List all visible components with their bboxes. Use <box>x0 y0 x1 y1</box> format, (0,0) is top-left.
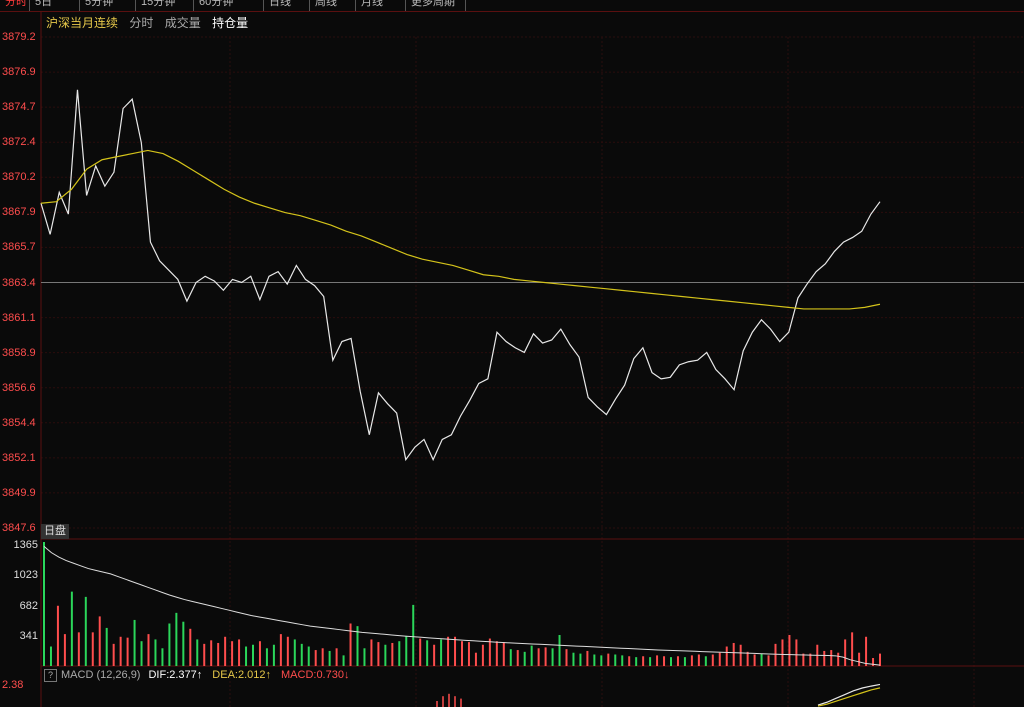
price-tick-label: 3867.9 <box>2 206 36 219</box>
contract-name[interactable]: 沪深当月连续 <box>46 16 119 30</box>
price-tick-label: 3852.1 <box>2 451 36 464</box>
price-tick-label: 3870.2 <box>2 171 36 184</box>
tab-5min[interactable]: 5分钟 <box>80 0 136 11</box>
volume-tick-label: 1023 <box>13 569 38 582</box>
price-tick-label: 3849.9 <box>2 486 36 499</box>
tab-intraday[interactable]: 分时 <box>0 0 30 11</box>
macd-dea: DEA:2.012↑ <box>212 669 271 681</box>
price-tick-label: 3863.4 <box>2 276 36 289</box>
price-tick-label: 3858.9 <box>2 346 36 359</box>
tab-more-periods[interactable]: 更多周期 <box>406 0 466 11</box>
price-tick-label: 3876.9 <box>2 66 36 79</box>
submenu-open-interest[interactable]: 持仓量 <box>212 16 249 30</box>
macd-header: ? MACD (12,26,9) DIF:2.377↑ DEA:2.012↑ MACD:… <box>44 668 349 682</box>
macd-axis-top: 2.38 <box>2 679 24 691</box>
tab-monthly[interactable]: 月线 <box>356 0 406 11</box>
submenu-intraday[interactable]: 分时 <box>129 16 154 30</box>
tab-5day[interactable]: 5日 <box>30 0 80 11</box>
average-price-line <box>40 149 881 310</box>
volume-tick-label: 682 <box>19 599 38 612</box>
chart-submenu: 沪深当月连续 分时 成交量 持仓量 <box>46 15 256 31</box>
price-tick-label: 3874.7 <box>2 101 36 114</box>
price-tick-label: 3854.4 <box>2 416 36 429</box>
tab-daily[interactable]: 日线 <box>264 0 310 11</box>
macd-value: MACD:0.730↓ <box>281 669 350 681</box>
macd-dea-line <box>817 687 881 707</box>
macd-name[interactable]: MACD (12,26,9) <box>61 669 141 681</box>
volume-tick-label: 341 <box>19 629 38 642</box>
price-tick-label: 3879.2 <box>2 31 36 43</box>
tab-60min[interactable]: 60分钟 <box>194 0 264 11</box>
macd-dif: DIF:2.377↑ <box>148 669 203 681</box>
volume-average-line <box>43 546 881 666</box>
session-label: 日盘 <box>41 524 69 539</box>
price-tick-label: 3847.6 <box>2 522 36 534</box>
price-tick-label: 3865.7 <box>2 241 36 254</box>
price-tick-label: 3861.1 <box>2 311 36 324</box>
macd-dif-line <box>817 683 881 706</box>
submenu-volume[interactable]: 成交量 <box>164 16 201 30</box>
tab-weekly[interactable]: 周线 <box>310 0 356 11</box>
price-tick-label: 3856.6 <box>2 381 36 394</box>
tab-15min[interactable]: 15分钟 <box>136 0 194 11</box>
volume-tick-label: 1365 <box>13 539 38 552</box>
period-tab-bar: 分时 5日 5分钟 15分钟 60分钟 日线 周线 月线 更多周期 <box>0 0 1024 12</box>
help-icon[interactable]: ? <box>44 669 57 682</box>
price-line <box>40 89 881 462</box>
price-tick-label: 3872.4 <box>2 136 36 149</box>
